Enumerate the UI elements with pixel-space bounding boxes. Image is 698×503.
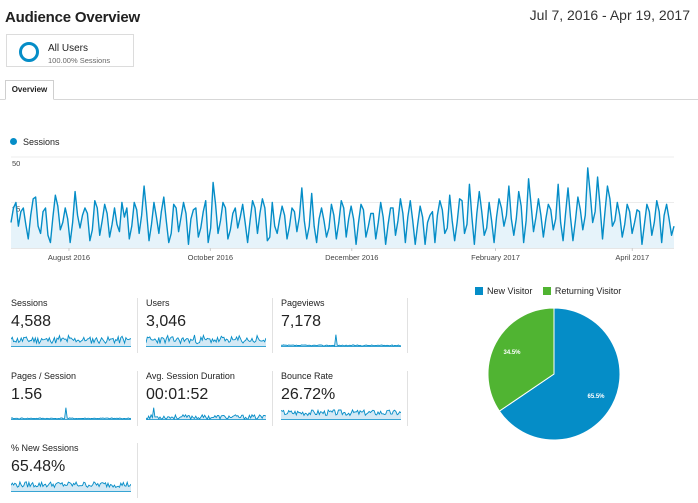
chart-legend: Sessions: [10, 137, 60, 147]
sparkline-line: [11, 407, 131, 420]
x-tick-label: April 2017: [615, 253, 649, 262]
segment-all-users[interactable]: All Users 100.00% Sessions: [6, 34, 134, 67]
sparkline-line: [11, 480, 131, 489]
metric-value: 1.56: [11, 386, 43, 403]
metric-bounce-rate[interactable]: Bounce Rate 26.72%: [281, 371, 413, 429]
x-tick-label: October 2016: [188, 253, 233, 262]
visitor-pie-chart[interactable]: 65.5% 34.5%: [486, 306, 622, 442]
legend-dot-icon: [10, 138, 17, 145]
sparkline-line: [11, 334, 131, 345]
metric-new-sessions[interactable]: % New Sessions 65.48%: [11, 443, 143, 501]
metric-divider: [137, 443, 138, 498]
segment-circle-icon: [19, 42, 39, 62]
legend-label: New Visitor: [487, 286, 533, 296]
metric-label: Users: [146, 298, 170, 308]
metric-value: 65.48%: [11, 458, 66, 475]
metric-divider: [407, 371, 408, 426]
sparkline-line: [281, 408, 401, 417]
y-tick-label: 50: [12, 159, 20, 168]
metric-label: Avg. Session Duration: [146, 371, 235, 381]
metric-avg-session-duration[interactable]: Avg. Session Duration 00:01:52: [146, 371, 278, 429]
segment-percentage: 100.00% Sessions: [48, 56, 111, 65]
metric-value: 7,178: [281, 313, 322, 330]
metric-pageviews[interactable]: Pageviews 7,178: [281, 298, 413, 356]
sparkline: [146, 334, 266, 347]
legend-item-returning-visitor[interactable]: Returning Visitor: [542, 286, 622, 296]
sessions-line: [10, 167, 675, 246]
sparkline: [281, 334, 401, 347]
metric-value: 26.72%: [281, 386, 336, 403]
x-tick-label: December 2016: [325, 253, 378, 262]
sparkline: [11, 334, 131, 347]
metric-value: 00:01:52: [146, 386, 209, 403]
sparkline-area: [11, 335, 131, 347]
sessions-area: [11, 167, 674, 248]
pie-slice-label: 65.5%: [587, 394, 605, 400]
metric-sessions[interactable]: Sessions 4,588: [11, 298, 143, 356]
sparkline: [11, 407, 131, 420]
metric-divider: [137, 371, 138, 426]
sparkline-area: [146, 335, 266, 347]
metric-label: Sessions: [11, 298, 48, 308]
legend-item-new-visitor[interactable]: New Visitor: [475, 286, 532, 296]
pie-slice-label: 34.5%: [503, 350, 521, 356]
pie-slice-new-visitor[interactable]: [498, 307, 621, 441]
sparkline: [146, 407, 266, 420]
date-range-selector[interactable]: Jul 7, 2016 - Apr 19, 2017: [529, 7, 690, 23]
x-tick-label: February 2017: [471, 253, 520, 262]
metric-divider: [407, 298, 408, 353]
sparkline: [281, 408, 401, 420]
metric-divider: [137, 298, 138, 353]
pie-slice-returning-visitor[interactable]: [487, 307, 555, 412]
metric-value: 3,046: [146, 313, 187, 330]
sparkline-line: [281, 334, 401, 347]
legend-swatch-icon: [475, 287, 483, 295]
page-title: Audience Overview: [5, 9, 140, 26]
metric-label: Bounce Rate: [281, 371, 334, 381]
metric-value: 4,588: [11, 313, 52, 330]
metric-label: % New Sessions: [11, 443, 79, 453]
sparkline-line: [146, 407, 266, 420]
legend-label: Returning Visitor: [554, 286, 622, 296]
metric-label: Pages / Session: [11, 371, 77, 381]
metric-pages-per-session[interactable]: Pages / Session 1.56: [11, 371, 143, 429]
sparkline-line: [146, 334, 266, 345]
tab-bar-divider: [0, 99, 698, 100]
tab-overview[interactable]: Overview: [5, 80, 54, 100]
legend-label-sessions: Sessions: [23, 137, 60, 147]
metric-divider: [272, 371, 273, 426]
metric-users[interactable]: Users 3,046: [146, 298, 278, 356]
sparkline: [11, 480, 131, 492]
segment-name: All Users: [48, 43, 89, 54]
pie-legend: New Visitor Returning Visitor: [475, 286, 629, 296]
legend-swatch-icon: [542, 287, 551, 295]
metric-divider: [272, 298, 273, 353]
metric-label: Pageviews: [281, 298, 325, 308]
x-tick-label: August 2016: [48, 253, 90, 262]
